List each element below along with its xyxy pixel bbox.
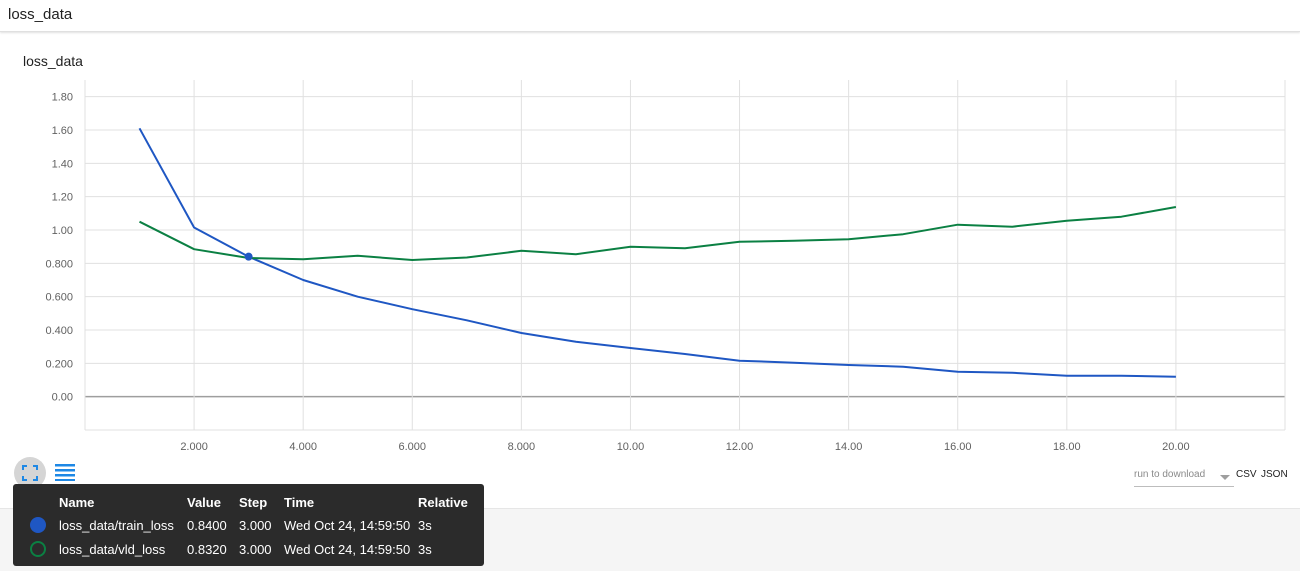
tooltip-row-name: loss_data/train_loss [59, 518, 174, 533]
tooltip-header-value: Value [187, 495, 221, 510]
download-run-select[interactable]: run to download [1134, 466, 1234, 487]
series-swatch-train [30, 517, 46, 533]
x-tick-label: 8.000 [508, 441, 536, 453]
series-swatch-vld [30, 541, 46, 557]
x-tick-label: 6.000 [399, 441, 427, 453]
y-tick-label: 1.80 [52, 92, 73, 104]
x-tick-label: 16.00 [944, 441, 972, 453]
data-series-icon [55, 464, 75, 481]
download-csv-link[interactable]: CSV [1236, 469, 1257, 480]
series-line-1 [139, 206, 1177, 261]
x-tick-label: 18.00 [1053, 441, 1081, 453]
x-tick-label: 14.00 [835, 441, 863, 453]
line-chart[interactable]: 0.00 0.200 0.400 0.600 0.800 1.00 1.20 1.40 1.60… [0, 70, 1300, 460]
tooltip-row-step: 3.000 [239, 518, 272, 533]
x-tick-label: 10.00 [617, 441, 645, 453]
y-tick-label: 0.600 [45, 292, 73, 304]
chart-tooltip: Name Value Step Time Relative loss_data/… [13, 484, 484, 566]
y-tick-label: 0.200 [45, 358, 73, 370]
tooltip-row-relative: 3s [418, 518, 432, 533]
hover-point [244, 252, 253, 261]
tooltip-row-value: 0.8320 [187, 542, 227, 557]
tooltip-row-time: Wed Oct 24, 14:59:50 [284, 542, 411, 557]
download-json-link[interactable]: JSON [1261, 469, 1288, 480]
x-tick-label: 12.00 [726, 441, 754, 453]
tooltip-row-time: Wed Oct 24, 14:59:50 [284, 518, 411, 533]
series-line-0 [138, 127, 1176, 378]
tooltip-row-step: 3.000 [239, 542, 272, 557]
y-tick-label: 0.400 [45, 325, 73, 337]
y-tick-label: 1.60 [52, 125, 73, 137]
y-tick-label: 0.00 [52, 392, 73, 404]
top-bar: loss_data [0, 0, 1300, 32]
fit-domain-icon [22, 465, 38, 481]
tooltip-header-relative: Relative [418, 495, 468, 510]
toggle-series-button[interactable] [55, 463, 75, 481]
tooltip-header-time: Time [284, 495, 315, 510]
dropdown-arrow-icon [1220, 475, 1230, 480]
y-tick-label: 0.800 [45, 258, 73, 270]
page-title: loss_data [8, 6, 73, 23]
tooltip-row-relative: 3s [418, 542, 432, 557]
y-tick-label: 1.00 [52, 225, 73, 237]
y-tick-label: 1.40 [52, 158, 73, 170]
x-tick-label: 2.000 [180, 441, 208, 453]
tooltip-row-name: loss_data/vld_loss [59, 542, 166, 557]
tooltip-header-name: Name [59, 495, 95, 510]
tooltip-header-step: Step [239, 495, 268, 510]
chart-card-title: loss_data [23, 53, 83, 69]
x-tick-label: 20.00 [1162, 441, 1190, 453]
download-run-placeholder: run to download [1134, 469, 1206, 480]
y-tick-label: 1.20 [52, 192, 73, 204]
fit-domain-button[interactable] [14, 457, 46, 489]
x-tick-label: 4.000 [289, 441, 317, 453]
tooltip-row-value: 0.8400 [187, 518, 227, 533]
